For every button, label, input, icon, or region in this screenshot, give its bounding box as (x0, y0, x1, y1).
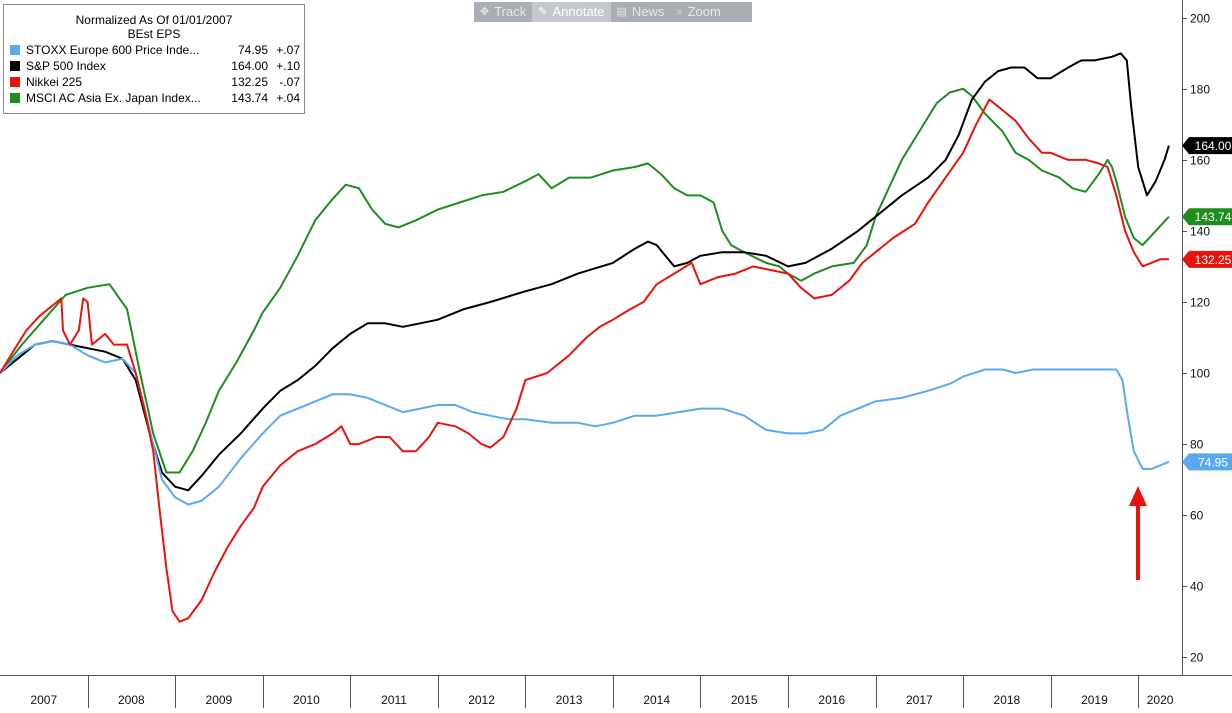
legend-series-change: +.10 (276, 59, 300, 73)
x-tick-label: 2007 (30, 693, 57, 707)
news-icon: ▤ (616, 6, 627, 18)
y-tick-label: 180 (1190, 83, 1210, 97)
x-tick-label: 2014 (643, 693, 670, 707)
crosshair-icon: ✥ (480, 6, 490, 18)
pencil-icon: ✎ (538, 6, 548, 18)
series-line-nikkei-225[interactable] (0, 98, 1169, 623)
toolbar-annotate-button[interactable]: ✎ Annotate (532, 2, 611, 22)
legend-series-name: STOXX Europe 600 Price Inde... (26, 43, 200, 57)
last-value-tag: 132.25 (1182, 250, 1232, 268)
toolbar-button-label: Zoom (687, 4, 721, 19)
legend-series-change: +.07 (276, 43, 300, 57)
legend-series-value: 74.95 (237, 43, 268, 57)
y-tick-label: 160 (1190, 154, 1210, 168)
x-tick-label: 2008 (118, 693, 145, 707)
chart-legend[interactable]: Normalized As Of 01/01/2007 BEst EPS STO… (3, 4, 305, 114)
x-tick-label: 2015 (731, 693, 758, 707)
legend-subtitle: BEst EPS (127, 27, 181, 41)
last-value-tag: 74.95 (1182, 453, 1232, 471)
last-value-label: 143.74 (1195, 210, 1232, 224)
legend-series-name: MSCI AC Asia Ex. Japan Index... (26, 91, 201, 105)
y-tick-label: 40 (1190, 580, 1204, 594)
x-tick-label: 2013 (556, 693, 583, 707)
legend-entry[interactable]: STOXX Europe 600 Price Inde... 74.95 +.07 (4, 42, 304, 58)
y-tick-label: 200 (1190, 12, 1210, 26)
toolbar-news-button[interactable]: ▤ News (611, 2, 671, 22)
last-value-label: 132.25 (1195, 253, 1232, 267)
legend-swatch (10, 93, 20, 103)
last-value-tag-bg (1182, 453, 1232, 471)
legend-series-value: 164.00 (231, 59, 268, 73)
x-tick-label: 2020 (1147, 693, 1174, 707)
y-tick-label: 100 (1190, 367, 1210, 381)
legend-entry[interactable]: Nikkei 225 132.25 -.07 (4, 74, 304, 90)
x-tick-label: 2017 (906, 693, 933, 707)
toolbar-button-label: Annotate (552, 4, 605, 19)
chart-toolbar: ✥ Track ✎ Annotate ▤ News ⌕ Zoom (474, 2, 752, 22)
last-value-tag-bg (1182, 137, 1232, 155)
last-value-tag-bg (1182, 208, 1232, 226)
x-tick-label: 2016 (818, 693, 845, 707)
legend-swatch (10, 77, 20, 87)
legend-series-value: 132.25 (231, 75, 268, 89)
legend-swatch (10, 61, 20, 71)
y-tick-label: 20 (1190, 651, 1204, 665)
last-value-label: 164.00 (1195, 139, 1232, 153)
x-tick-label: 2019 (1081, 693, 1108, 707)
legend-series-value: 143.74 (231, 91, 268, 105)
legend-entry[interactable]: MSCI AC Asia Ex. Japan Index... 143.74 +.0… (4, 90, 304, 106)
last-value-tag: 164.00 (1182, 137, 1232, 155)
y-tick-label: 120 (1190, 296, 1210, 310)
legend-series-change: -.07 (279, 75, 300, 89)
magnifier-icon: ⌕ (676, 6, 683, 18)
series-line-stoxx-europe-600-price-inde[interactable] (0, 340, 1170, 506)
x-tick-label: 2010 (293, 693, 320, 707)
legend-entry[interactable]: S&P 500 Index 164.00 +.10 (4, 58, 304, 74)
last-value-tag: 143.74 (1182, 208, 1232, 226)
series-line-s-p-500-index[interactable] (0, 52, 1170, 492)
x-tick-label: 2009 (206, 693, 233, 707)
toolbar-track-button[interactable]: ✥ Track (474, 2, 532, 22)
x-tick-label: 2018 (994, 693, 1021, 707)
toolbar-button-label: Track (494, 4, 527, 19)
y-tick-label: 140 (1190, 225, 1210, 239)
last-value-label: 74.95 (1198, 455, 1228, 469)
legend-series-name: Nikkei 225 (26, 75, 83, 89)
legend-swatch (10, 45, 20, 55)
y-tick-label: 60 (1190, 509, 1204, 523)
legend-series-name: S&P 500 Index (26, 59, 106, 73)
series-line-msci-ac-asia-ex-japan-index[interactable] (0, 87, 1170, 474)
toolbar-zoom-button[interactable]: ⌕ Zoom (670, 2, 726, 22)
y-tick-label: 80 (1190, 438, 1204, 452)
annotation-arrow-head[interactable] (1129, 486, 1147, 506)
last-value-tag-bg (1182, 250, 1232, 268)
legend-series-change: +.04 (276, 91, 300, 105)
legend-title: Normalized As Of 01/01/2007 (75, 13, 233, 27)
x-tick-label: 2012 (468, 693, 495, 707)
toolbar-button-label: News (631, 4, 665, 19)
x-tick-label: 2011 (381, 693, 407, 707)
